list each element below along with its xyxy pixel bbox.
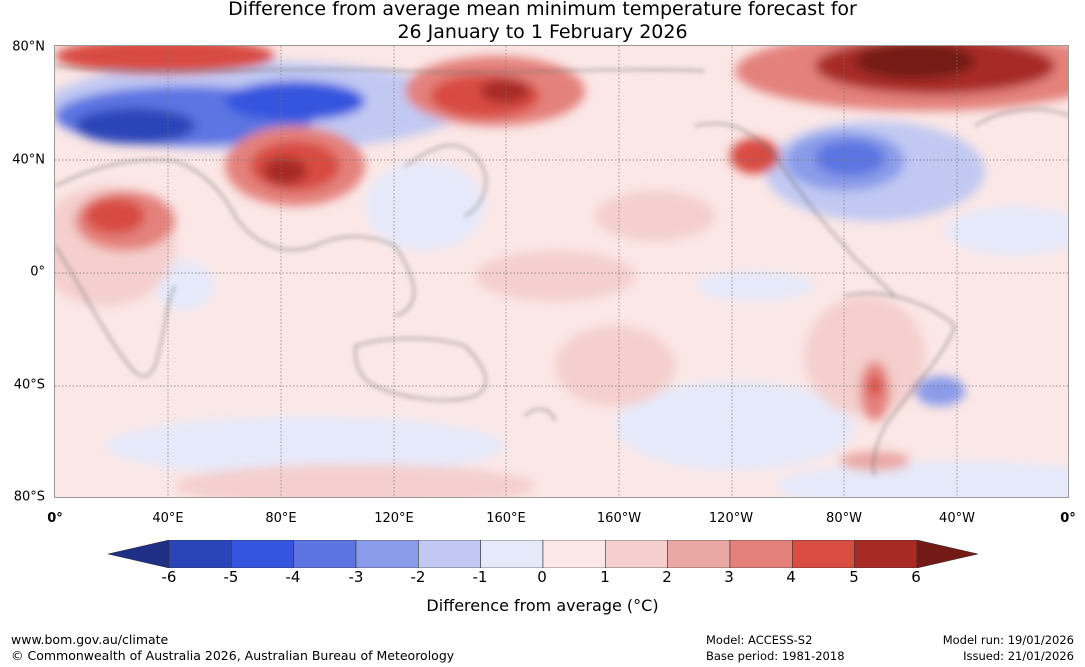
colorbar-tick: -6 (161, 568, 177, 586)
colorbar-tick: 3 (724, 568, 734, 586)
lat-label-40s: 40°S (13, 377, 45, 393)
issued-date: Issued: 21/01/2026 (963, 649, 1074, 663)
temperature-anomaly-map (54, 45, 1069, 498)
colorbar-swatch (231, 540, 294, 568)
colorbar-swatch (480, 540, 544, 568)
lon-label-40w: 40°W (939, 511, 975, 526)
graticule (55, 46, 1068, 497)
anomaly-field (55, 46, 1068, 497)
map-title-line1: Difference from average mean minimum tem… (228, 0, 857, 20)
colorbar-swatch (418, 540, 481, 568)
colorbar-tick: 2 (662, 568, 672, 586)
colorbar-arrow-low (108, 540, 170, 568)
colorbar-tick: 4 (786, 568, 796, 586)
lon-label-120e: 120°E (374, 511, 414, 526)
colorbar-swatch (168, 540, 232, 568)
map-title-line2: 26 January to 1 February 2026 (397, 21, 688, 43)
colorbar-tick: -3 (348, 568, 364, 586)
lon-label-0-right: 0° (1060, 511, 1076, 526)
colorbar-tick: 5 (849, 568, 859, 586)
lat-label-equator: 0° (30, 264, 45, 280)
colorbar-tick: 1 (600, 568, 610, 586)
colorbar-title: Difference from average (°C) (426, 596, 659, 615)
colorbar-swatch (542, 540, 606, 568)
lon-label-160e: 160°E (486, 511, 526, 526)
lon-label-40e: 40°E (152, 511, 184, 526)
bom-url: www.bom.gov.au/climate (11, 632, 169, 647)
colorbar-swatch (605, 540, 668, 568)
lon-label-0-left: 0° (47, 511, 63, 526)
colorbar-swatch (355, 540, 419, 568)
lat-label-80s: 80°S (13, 489, 45, 505)
lon-label-160w: 160°W (596, 511, 642, 526)
copyright-text: © Commonwealth of Australia 2026, Austra… (11, 648, 455, 663)
colorbar-arrow-high (916, 540, 978, 568)
colorbar-tick: -4 (285, 568, 301, 586)
colorbar (108, 540, 978, 568)
colorbar-tick: -1 (472, 568, 488, 586)
colorbar-swatch (854, 540, 918, 568)
colorbar-tick: -2 (410, 568, 426, 586)
colorbar-swatch (729, 540, 793, 568)
colorbar-swatch (667, 540, 731, 568)
lat-label-80n: 80°N (12, 39, 45, 55)
coastlines (55, 65, 1068, 477)
colorbar-swatch (293, 540, 357, 568)
model-name: Model: ACCESS-S2 (706, 633, 813, 647)
lon-label-120w: 120°W (708, 511, 754, 526)
map-canvas (55, 46, 1068, 497)
colorbar-tick: -5 (223, 568, 239, 586)
colorbar-tick: 6 (911, 568, 921, 586)
lon-label-80e: 80°E (265, 511, 297, 526)
lon-label-80w: 80°W (826, 511, 862, 526)
colorbar-tick: 0 (537, 568, 547, 586)
lat-label-40n: 40°N (12, 152, 45, 168)
model-run-date: Model run: 19/01/2026 (942, 633, 1074, 647)
colorbar-swatch (791, 540, 855, 568)
base-period: Base period: 1981-2018 (706, 649, 845, 663)
